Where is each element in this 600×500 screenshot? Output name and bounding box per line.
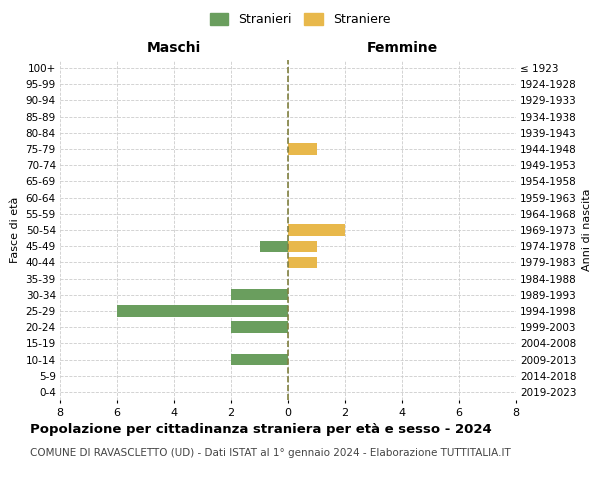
Bar [288, 240, 317, 252]
Bar [288, 144, 317, 154]
Bar [231, 354, 288, 365]
Bar [231, 289, 288, 300]
Legend: Stranieri, Straniere: Stranieri, Straniere [206, 8, 394, 30]
Text: Maschi: Maschi [147, 41, 201, 55]
Bar [231, 322, 288, 333]
Y-axis label: Anni di nascita: Anni di nascita [583, 188, 592, 271]
Bar [288, 256, 317, 268]
Bar [288, 224, 345, 235]
Y-axis label: Fasce di età: Fasce di età [10, 197, 20, 263]
Bar [260, 240, 288, 252]
Text: Popolazione per cittadinanza straniera per età e sesso - 2024: Popolazione per cittadinanza straniera p… [30, 422, 492, 436]
Text: Femmine: Femmine [367, 41, 437, 55]
Text: COMUNE DI RAVASCLETTO (UD) - Dati ISTAT al 1° gennaio 2024 - Elaborazione TUTTIT: COMUNE DI RAVASCLETTO (UD) - Dati ISTAT … [30, 448, 511, 458]
Bar [117, 306, 288, 316]
